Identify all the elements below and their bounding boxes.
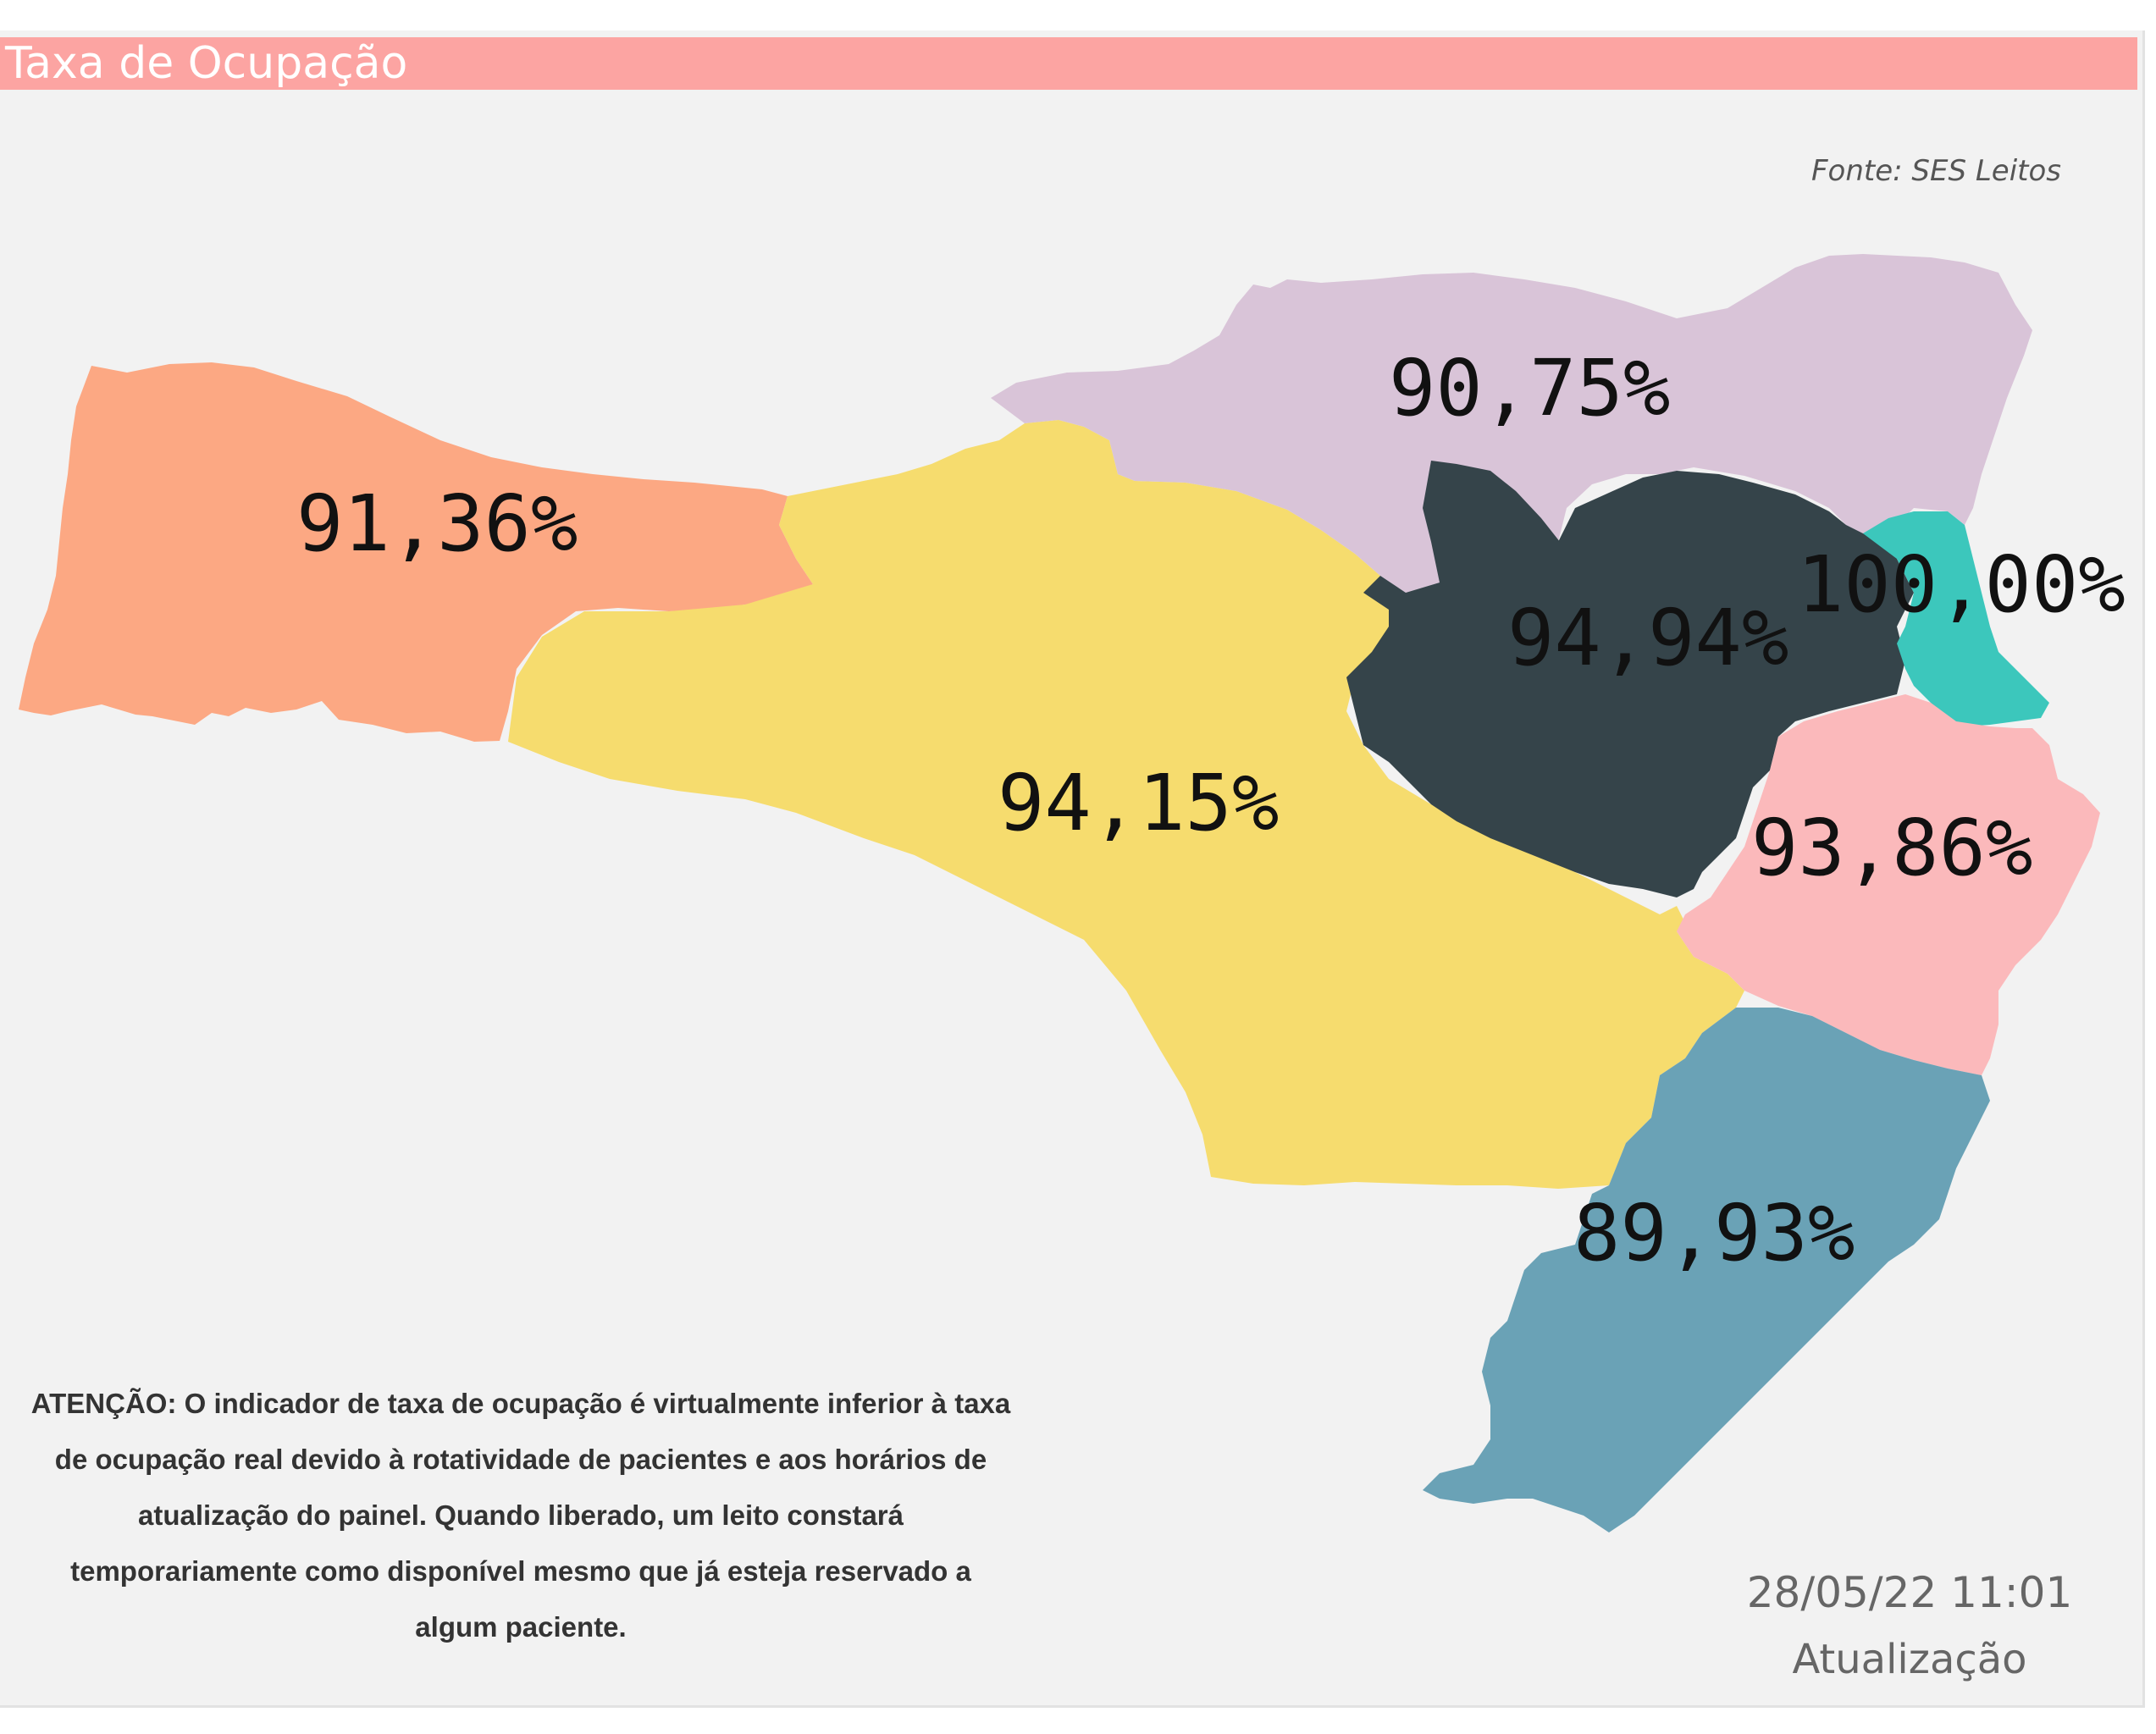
- region-vale-itajai[interactable]: [1346, 461, 1914, 897]
- region-planalto-norte-nordeste[interactable]: [991, 254, 2032, 593]
- label-grande-florianopolis: 93,86%: [1751, 803, 2032, 893]
- region-grande-florianopolis[interactable]: [1677, 694, 2100, 1075]
- notice-line: temporariamente como disponível mesmo qu…: [70, 1555, 971, 1587]
- update-label: Atualização: [1792, 1636, 2027, 1683]
- source-note: Fonte: SES Leitos: [1810, 154, 2061, 188]
- label-sul: 89,93%: [1573, 1188, 1855, 1278]
- label-planalto-norte: 90,75%: [1389, 343, 1670, 434]
- label-meio-oeste-serra: 94,15%: [998, 758, 1279, 848]
- notice-line: atualização do painel. Quando liberado, …: [137, 1499, 904, 1531]
- region-foz-itajai[interactable]: [1863, 511, 2049, 726]
- region-oeste[interactable]: [19, 362, 813, 742]
- notice-line: ATENÇÃO: O indicador de taxa de ocupação…: [30, 1388, 1011, 1419]
- notice-line: de ocupação real devido à rotatividade d…: [54, 1444, 987, 1475]
- region-meio-oeste-serra[interactable]: [508, 420, 1744, 1189]
- notice-line: algum paciente.: [415, 1611, 627, 1643]
- label-oeste: 91,36%: [296, 478, 578, 569]
- update-timestamp: 28/05/22 11:01: [1746, 1568, 2073, 1617]
- region-sul[interactable]: [1423, 1008, 1990, 1532]
- title-bar: Taxa de Ocupação: [0, 37, 2137, 90]
- label-vale-itajai: 94,94%: [1507, 593, 1788, 683]
- label-foz-itajai: 100,00%: [1797, 539, 2126, 630]
- attention-notice: ATENÇÃO: O indicador de taxa de ocupação…: [0, 1376, 1042, 1655]
- panel-title: Taxa de Ocupação: [5, 38, 408, 89]
